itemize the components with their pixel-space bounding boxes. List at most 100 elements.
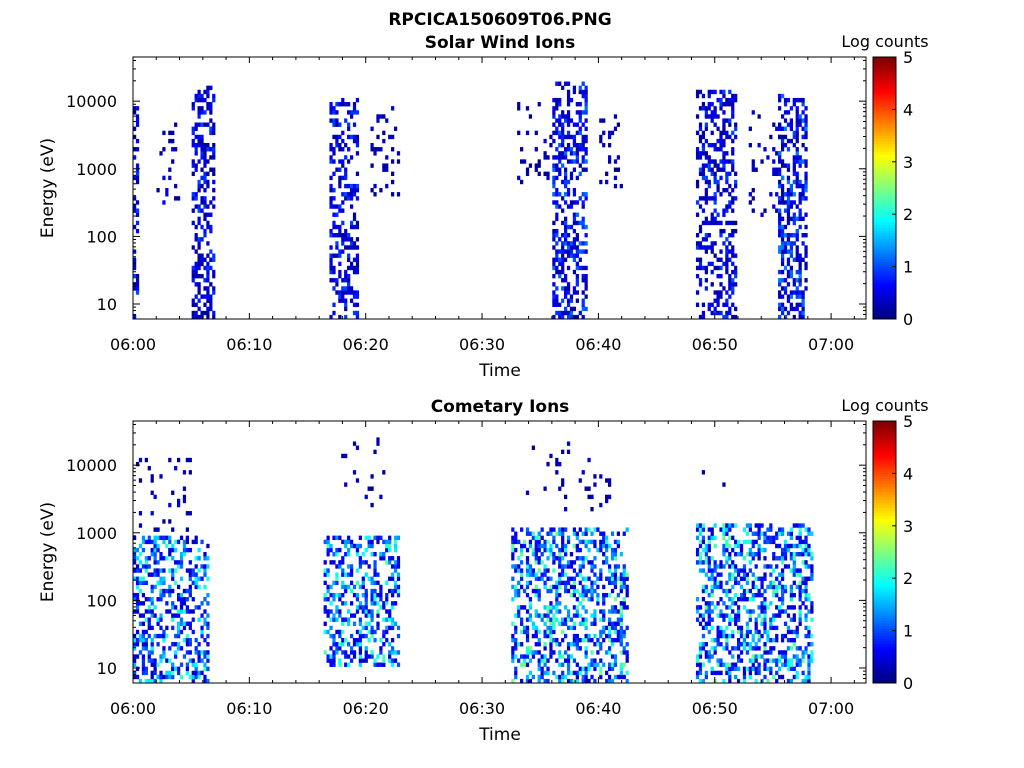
colorbar-segment (873, 607, 896, 611)
heatmap-cell (355, 237, 360, 242)
heatmap-cell (370, 629, 374, 635)
heatmap-cell (731, 654, 735, 659)
heatmap-cell (801, 188, 805, 193)
heatmap-cell (713, 241, 717, 246)
heatmap-cell (373, 658, 377, 663)
colorbar-segment (873, 237, 896, 241)
heatmap-cell (355, 580, 360, 586)
heatmap-cell (200, 629, 204, 635)
heatmap-cell (590, 637, 594, 643)
heatmap-cell (203, 233, 207, 238)
heatmap-cell (185, 597, 190, 602)
heatmap-cell (182, 539, 187, 545)
heatmap-cell (763, 642, 767, 647)
heatmap-cell (783, 314, 788, 320)
heatmap-cell (716, 298, 720, 303)
heatmap-cell (616, 155, 621, 160)
heatmap-cell (695, 114, 700, 119)
colorbar-segment (873, 502, 896, 506)
heatmap-cell (352, 637, 357, 643)
colorbar-segment (873, 565, 896, 569)
heatmap-cell (203, 294, 207, 299)
heatmap-cell (543, 642, 547, 647)
heatmap-cell (138, 588, 143, 594)
heatmap-cell (332, 151, 336, 156)
heatmap-cell (722, 155, 726, 160)
heatmap-cell (552, 670, 556, 676)
heatmap-cell (713, 670, 717, 676)
heatmap-cell (731, 159, 735, 164)
heatmap-cell (616, 122, 621, 127)
heatmap-cell (349, 580, 354, 586)
heatmap-cell (795, 646, 799, 651)
heatmap-cell (596, 547, 600, 553)
heatmap-cell (783, 245, 788, 250)
heatmap-cell (323, 609, 327, 614)
heatmap-cell (605, 633, 609, 639)
heatmap-cell (185, 670, 190, 676)
heatmap-cell (159, 613, 163, 618)
heatmap-cell (698, 642, 703, 647)
heatmap-cell (613, 637, 618, 643)
heatmap-cell (780, 269, 785, 275)
heatmap-cell (341, 601, 345, 606)
heatmap-cell (584, 637, 588, 643)
heatmap-cell (616, 539, 621, 545)
heatmap-cell (801, 126, 805, 131)
heatmap-cell (695, 257, 700, 262)
heatmap-cell (135, 106, 140, 111)
heatmap-cell (168, 535, 172, 541)
heatmap-cell (760, 584, 764, 590)
heatmap-cell (200, 257, 204, 262)
heatmap-cell (194, 666, 198, 672)
heatmap-cell (719, 310, 723, 316)
heatmap-cell (332, 302, 336, 308)
heatmap-cell (326, 584, 330, 590)
colorbar-segment (873, 525, 896, 529)
heatmap-cell (191, 273, 195, 279)
heatmap-cell (138, 633, 143, 639)
heatmap-cell (722, 208, 726, 213)
heatmap-cell (572, 237, 577, 242)
heatmap-cell (778, 306, 782, 312)
heatmap-cell (798, 588, 802, 594)
heatmap-cell (757, 114, 761, 119)
heatmap-cell (607, 564, 612, 569)
heatmap-cell (619, 666, 623, 672)
heatmap-cell (801, 183, 805, 189)
heatmap-cell (511, 547, 515, 553)
heatmap-cell (138, 543, 143, 549)
heatmap-cell (212, 151, 216, 156)
x-tick-label: 06:40 (575, 335, 621, 354)
heatmap-cell (572, 216, 577, 222)
heatmap-cell (566, 560, 571, 565)
heatmap-cell (569, 560, 574, 565)
heatmap-cell (728, 564, 732, 569)
heatmap-cell (338, 662, 342, 667)
heatmap-cell (751, 208, 755, 213)
heatmap-cell (352, 310, 357, 316)
heatmap-cell (194, 310, 198, 316)
colorbar-segment (873, 620, 896, 624)
colorbar-segment (873, 127, 896, 131)
colorbar-segment (873, 436, 896, 440)
heatmap-cell (719, 147, 723, 152)
heatmap-cell (206, 212, 210, 217)
heatmap-cell (558, 81, 562, 86)
colorbar-tick-label: 4 (903, 464, 913, 483)
heatmap-cell (792, 556, 796, 561)
heatmap-cell (558, 302, 562, 308)
heatmap-cell (179, 662, 184, 667)
heatmap-cell (780, 233, 785, 238)
heatmap-cell (341, 97, 345, 103)
heatmap-cell (534, 625, 538, 631)
heatmap-cell (698, 560, 703, 565)
heatmap-cell (780, 662, 785, 667)
colorbar-segment (873, 588, 896, 592)
heatmap-cell (191, 314, 195, 320)
heatmap-cell (147, 650, 151, 655)
heatmap-cell (561, 654, 565, 659)
colorbar-segment (873, 182, 896, 186)
colorbar-segment (873, 224, 896, 228)
heatmap-cell (150, 625, 154, 631)
